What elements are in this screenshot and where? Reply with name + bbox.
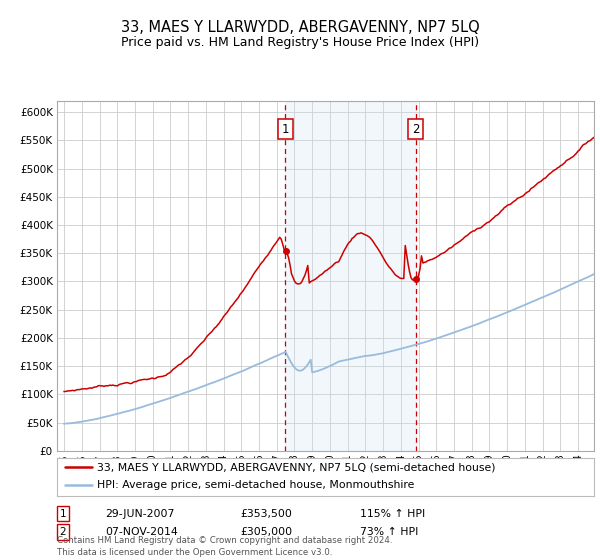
Text: Price paid vs. HM Land Registry's House Price Index (HPI): Price paid vs. HM Land Registry's House … — [121, 36, 479, 49]
Text: 07-NOV-2014: 07-NOV-2014 — [105, 527, 178, 537]
Text: 33, MAES Y LLARWYDD, ABERGAVENNY, NP7 5LQ (semi-detached house): 33, MAES Y LLARWYDD, ABERGAVENNY, NP7 5L… — [97, 462, 496, 472]
Text: £353,500: £353,500 — [240, 508, 292, 519]
Text: 33, MAES Y LLARWYDD, ABERGAVENNY, NP7 5LQ: 33, MAES Y LLARWYDD, ABERGAVENNY, NP7 5L… — [121, 20, 479, 35]
Bar — [286, 101, 416, 451]
Text: 115% ↑ HPI: 115% ↑ HPI — [360, 508, 425, 519]
Text: 29-JUN-2007: 29-JUN-2007 — [105, 508, 175, 519]
Text: HPI: Average price, semi-detached house, Monmouthshire: HPI: Average price, semi-detached house,… — [97, 480, 415, 490]
Text: 2: 2 — [412, 123, 419, 136]
Text: £305,000: £305,000 — [240, 527, 292, 537]
Text: 73% ↑ HPI: 73% ↑ HPI — [360, 527, 418, 537]
Text: 1: 1 — [281, 123, 289, 136]
Text: 1: 1 — [59, 508, 67, 519]
Text: 2: 2 — [59, 527, 67, 537]
Text: Contains HM Land Registry data © Crown copyright and database right 2024.
This d: Contains HM Land Registry data © Crown c… — [57, 536, 392, 557]
